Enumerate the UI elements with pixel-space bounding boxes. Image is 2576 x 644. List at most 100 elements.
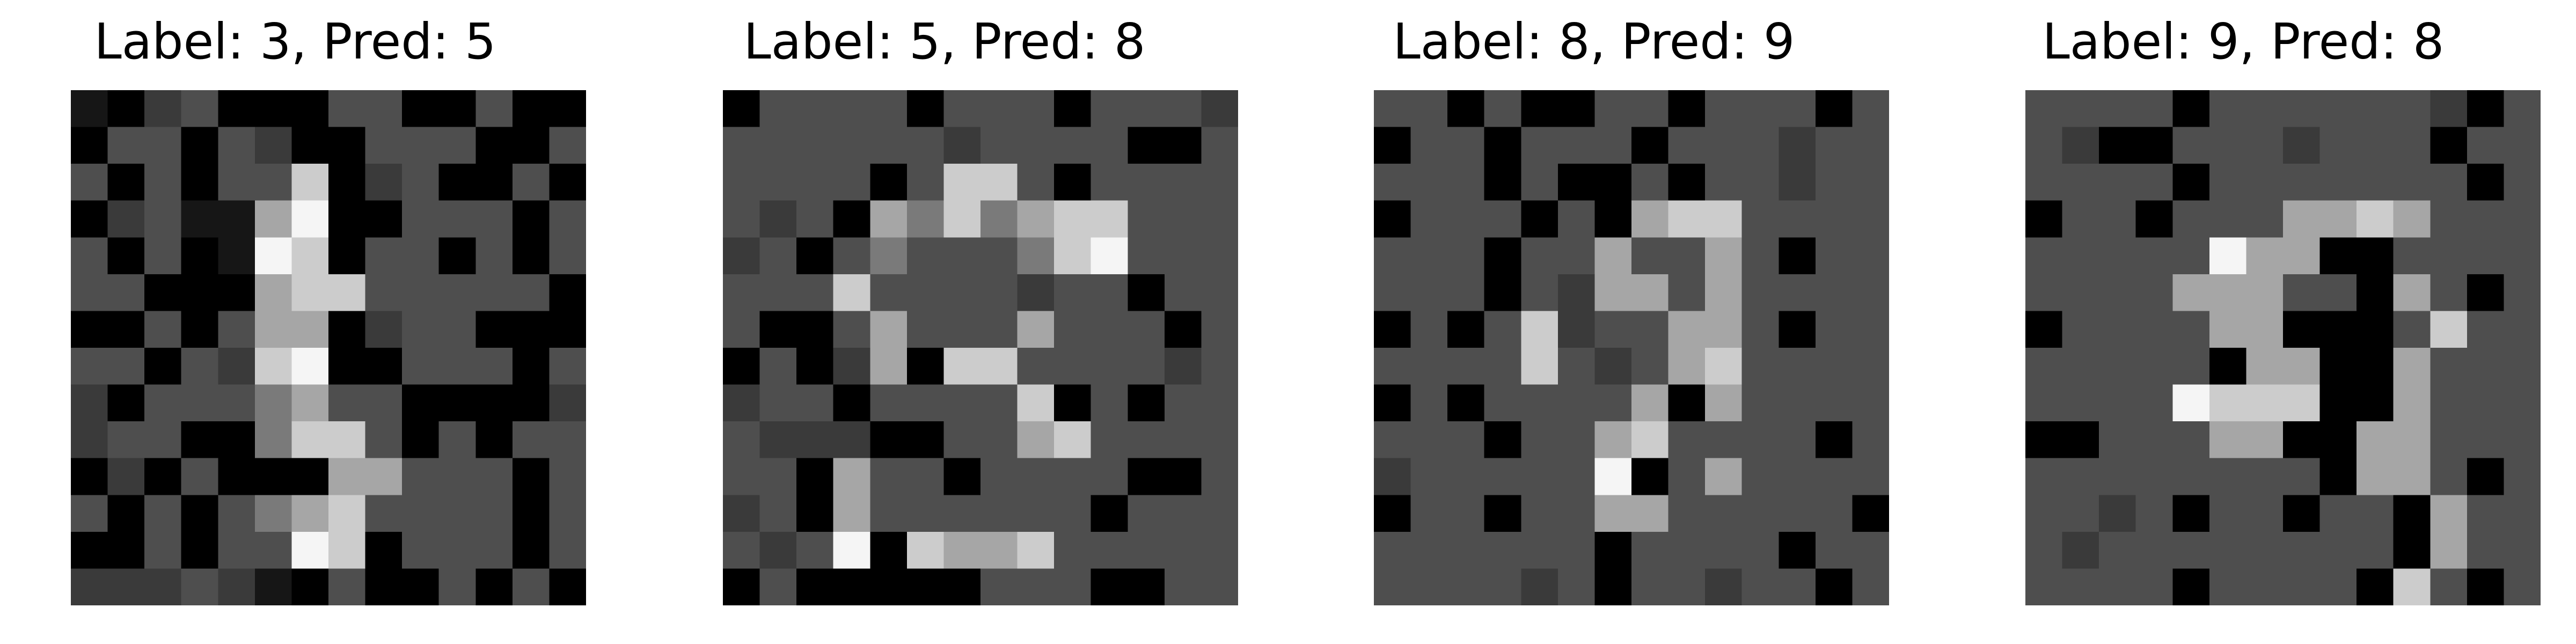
pixel-cell: [1484, 237, 1522, 275]
pixel-cell: [2393, 127, 2431, 165]
pixel-cell: [291, 568, 330, 605]
pixel-cell: [1668, 127, 1706, 165]
pixel-cell: [2393, 274, 2431, 312]
pixel-cell: [2099, 348, 2137, 385]
pixel-cell: [833, 274, 871, 312]
pixel-cell: [1557, 531, 1596, 569]
pixel-cell: [1484, 274, 1522, 312]
pixel-cell: [1484, 164, 1522, 202]
pixel-cell: [1705, 200, 1743, 238]
pixel-cell: [291, 311, 330, 349]
pixel-cell: [723, 200, 760, 238]
pixel-cell: [1631, 274, 1669, 312]
pixel-cell: [2099, 568, 2137, 605]
pixel-cell: [2504, 568, 2541, 605]
pixel-cell: [1128, 384, 1166, 422]
pixel-cell: [2430, 127, 2468, 165]
pixel-cell: [1164, 164, 1202, 202]
pixel-cell: [1631, 311, 1669, 349]
pixel-cell: [2283, 531, 2321, 569]
pixel-cell: [2025, 531, 2063, 569]
pixel-cell: [2393, 568, 2431, 605]
pixel-cell: [2393, 90, 2431, 128]
pixel-cell: [144, 421, 182, 459]
pixel-cell: [2467, 421, 2505, 459]
pixel-cell: [1410, 568, 1448, 605]
pixel-cell: [218, 90, 256, 128]
pixel-cell: [870, 200, 908, 238]
pixel-cell: [512, 458, 550, 496]
pixel-cell: [833, 495, 871, 533]
pixel-cell: [1594, 495, 1633, 533]
pixel-cell: [1779, 237, 1817, 275]
pixel-cell: [2430, 495, 2468, 533]
pixel-cell: [2504, 531, 2541, 569]
pixel-cell: [796, 311, 835, 349]
pixel-cell: [1668, 311, 1706, 349]
pixel-cell: [2209, 274, 2247, 312]
pixel-cell: [1410, 274, 1448, 312]
pixel-cell: [328, 237, 366, 275]
pixel-cell: [906, 311, 945, 349]
pixel-cell: [796, 568, 835, 605]
pixel-cell: [2319, 568, 2358, 605]
pixel-cell: [2135, 127, 2174, 165]
pixel-cell: [328, 384, 366, 422]
pixel-cell: [2209, 127, 2247, 165]
pixel-cell: [1779, 384, 1817, 422]
pixel-cell: [2283, 495, 2321, 533]
pixel-cell: [1705, 531, 1743, 569]
pixel-cell: [1374, 127, 1411, 165]
pixel-cell: [2430, 164, 2468, 202]
pixel-cell: [1815, 274, 1853, 312]
pixel-cell: [438, 568, 477, 605]
pixel-cell: [2135, 164, 2174, 202]
pixel-cell: [2319, 495, 2358, 533]
pixel-cell: [181, 200, 219, 238]
pixel-cell: [1594, 421, 1633, 459]
pixel-cell: [759, 127, 797, 165]
pixel-cell: [2319, 348, 2358, 385]
pixel-cell: [1091, 348, 1129, 385]
pixel-cell: [1521, 311, 1559, 349]
pixel-cell: [870, 127, 908, 165]
pixel-cell: [796, 274, 835, 312]
pixel-cell: [1091, 421, 1129, 459]
pixel-cell: [1201, 421, 1238, 459]
pixel-cell: [723, 274, 760, 312]
pixel-cell: [2283, 384, 2321, 422]
pixel-cell: [365, 164, 403, 202]
pixel-cell: [1631, 200, 1669, 238]
pixel-cell: [254, 384, 292, 422]
pixel-cell: [1631, 458, 1669, 496]
pixel-cell: [328, 568, 366, 605]
pixel-cell: [218, 421, 256, 459]
pixel-cell: [181, 495, 219, 533]
pixel-cell: [144, 348, 182, 385]
pixel-cell: [833, 421, 871, 459]
pixel-cell: [2467, 311, 2505, 349]
pixel-cell: [2062, 531, 2100, 569]
panel-2: Label: 5, Pred: 8: [649, 0, 1240, 644]
pixel-cell: [2062, 384, 2100, 422]
pixel-cell: [1054, 384, 1092, 422]
pixel-cell: [1557, 90, 1596, 128]
pixel-cell: [1054, 127, 1092, 165]
pixel-cell: [1594, 274, 1633, 312]
pixel-cell: [2246, 421, 2284, 459]
pixel-cell: [1815, 421, 1853, 459]
pixel-cell: [438, 311, 477, 349]
pixel-cell: [870, 384, 908, 422]
pixel-cell: [71, 495, 108, 533]
pixel-cell: [1557, 274, 1596, 312]
pixel-cell: [1741, 531, 1780, 569]
pixel-cell: [144, 311, 182, 349]
pixel-cell: [1374, 90, 1411, 128]
pixel-cell: [1557, 384, 1596, 422]
pixel-cell: [980, 384, 1018, 422]
pixel-cell: [1484, 384, 1522, 422]
pixel-cell: [1594, 200, 1633, 238]
pixel-cell: [1779, 127, 1817, 165]
pixel-cell: [2283, 200, 2321, 238]
pixel-cell: [1484, 421, 1522, 459]
